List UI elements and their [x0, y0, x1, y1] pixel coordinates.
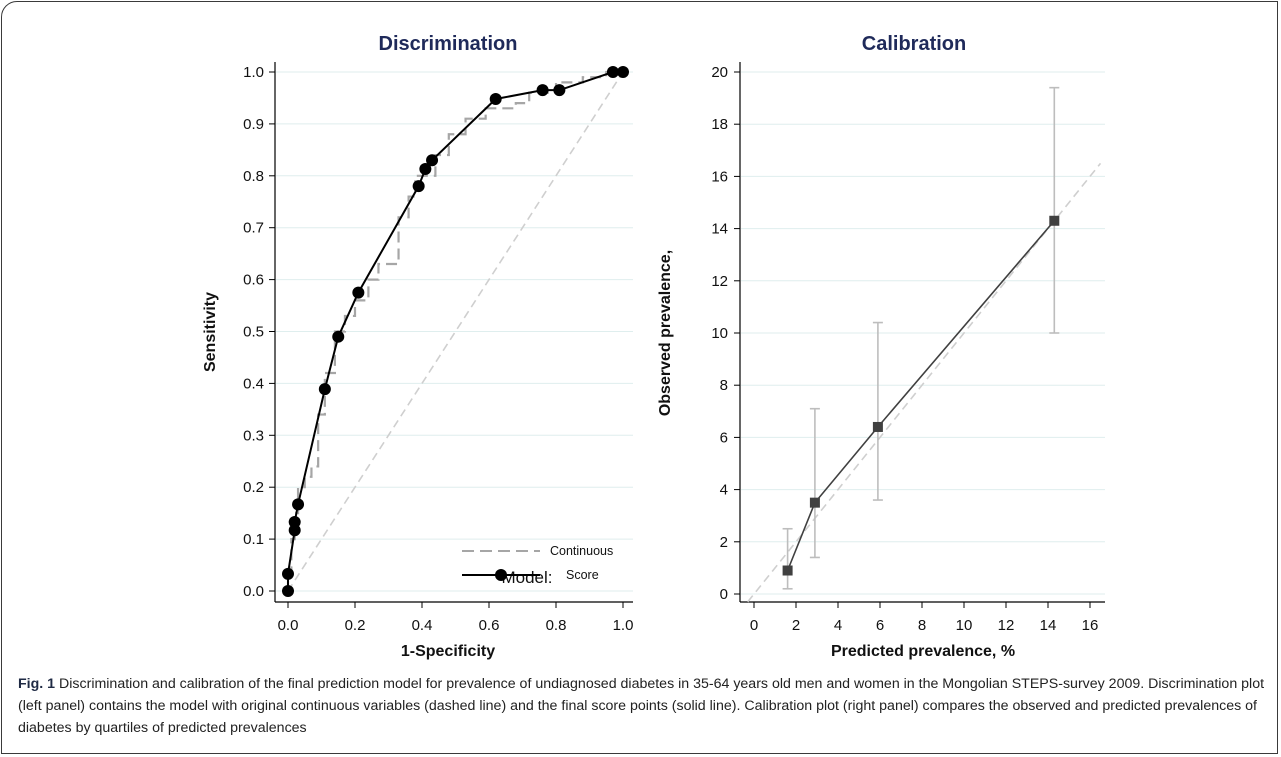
calibration-point	[1049, 215, 1060, 226]
score-point	[352, 286, 365, 299]
y-tick-label: 0.4	[243, 375, 264, 392]
legend-continuous-label: Continuous	[550, 544, 613, 558]
x-tick-label: 16	[1082, 617, 1099, 634]
calibration-point	[872, 421, 883, 432]
discrimination-ylabel: Sensitivity	[202, 292, 219, 372]
reference-diagonal-line	[287, 71, 624, 592]
score-point	[282, 567, 294, 580]
caption-text: Discrimination and calibration of the fi…	[18, 676, 1265, 736]
continuous-series-line	[286, 70, 623, 591]
y-tick-label: 0.5	[243, 324, 264, 341]
x-tick-label: 4	[834, 617, 842, 634]
score-point	[419, 163, 432, 176]
y-tick-label: 1.0	[243, 64, 264, 81]
score-point	[536, 84, 549, 97]
discrimination-x-ticks: 0.0 0.2 0.4 0.6 0.8 1.0	[278, 602, 634, 634]
caption-lead: Fig. 1	[18, 676, 56, 692]
x-tick-label: 12	[998, 617, 1015, 634]
calibration-series-line	[786, 220, 1055, 571]
y-tick-label: 4	[720, 482, 728, 499]
score-point	[412, 180, 425, 193]
calibration-grid	[741, 71, 1105, 595]
score-point	[282, 585, 294, 597]
calibration-xlabel: Predicted prevalence, %	[831, 643, 1015, 660]
calibration-ylabel: Observed prevalence,	[657, 250, 674, 416]
x-tick-label: 0	[750, 617, 758, 634]
score-point	[292, 498, 305, 511]
calibration-x-ticks: 0 2 4 6 8 10 12 14 16	[750, 602, 1099, 634]
score-point	[617, 66, 629, 78]
score-point	[489, 92, 502, 105]
calibration-marks	[747, 86, 1102, 603]
discrimination-legend: Model: Continuous Score	[462, 544, 613, 587]
score-point	[553, 84, 566, 97]
legend-score-marker	[495, 569, 507, 581]
calibration-point	[782, 565, 793, 576]
y-tick-label: 20	[711, 64, 728, 81]
score-point	[318, 383, 331, 396]
y-tick-label: 0.0	[243, 583, 264, 600]
score-point	[288, 524, 301, 537]
x-tick-label: 10	[956, 617, 973, 634]
y-tick-label: 0	[720, 586, 728, 603]
discrimination-y-ticks: 0.0 0.1 0.2 0.3 0.4 0.5 0.6 0.7 0.8 0.9 1.0	[243, 64, 275, 600]
y-tick-label: 0.6	[243, 272, 264, 289]
y-tick-label: 0.9	[243, 116, 264, 133]
x-tick-label: 1.0	[613, 617, 634, 634]
x-tick-label: 6	[876, 617, 884, 634]
discrimination-grid	[276, 71, 633, 592]
x-tick-label: 0.2	[345, 617, 366, 634]
x-tick-label: 14	[1040, 617, 1057, 634]
calibration-point	[809, 497, 820, 508]
score-point	[606, 66, 619, 78]
calibration-title: Calibration	[862, 33, 966, 55]
calibration-panel: Calibration 0 2 4 6 8 10 12 14 16 18 20 0 2 4 6 8 10 12 1…	[657, 33, 1105, 660]
figure-svg: Discrimination 0.00.10.20.30.40.50.60.70…	[202, 33, 1105, 660]
score-point	[426, 154, 439, 167]
x-tick-label: 0.8	[546, 617, 567, 634]
x-tick-label: 0.6	[479, 617, 500, 634]
y-tick-label: 8	[720, 377, 728, 394]
discrimination-xlabel: 1-Specificity	[401, 643, 495, 660]
legend-score-label: Score	[566, 568, 599, 582]
y-tick-label: 18	[711, 116, 728, 133]
y-tick-label: 0.1	[243, 531, 264, 548]
discrimination-marks	[282, 66, 629, 597]
x-tick-label: 0.4	[412, 617, 433, 634]
y-tick-label: 0.8	[243, 168, 264, 185]
discrimination-panel: Discrimination 0.00.10.20.30.40.50.60.70…	[202, 33, 633, 660]
x-tick-label: 0.0	[278, 617, 299, 634]
y-tick-label: 0.7	[243, 220, 264, 237]
legend-title: Model:	[501, 568, 552, 587]
score-point	[288, 515, 301, 528]
discrimination-title: Discrimination	[379, 33, 518, 55]
calibration-y-ticks: 0 2 4 6 8 10 12 14 16 18 20	[711, 64, 740, 603]
y-tick-label: 14	[711, 221, 728, 238]
y-tick-label: 2	[720, 534, 728, 551]
y-tick-label: 10	[711, 325, 728, 342]
x-tick-label: 8	[918, 617, 926, 634]
figure-caption: Fig. 1 Discrimination and calibration of…	[18, 673, 1268, 739]
y-tick-label: 0.3	[243, 427, 264, 444]
y-tick-label: 6	[720, 429, 728, 446]
y-tick-label: 16	[711, 168, 728, 185]
score-point	[332, 330, 345, 343]
y-tick-label: 12	[711, 273, 728, 290]
y-tick-label: 0.2	[243, 479, 264, 496]
x-tick-label: 2	[792, 617, 800, 634]
